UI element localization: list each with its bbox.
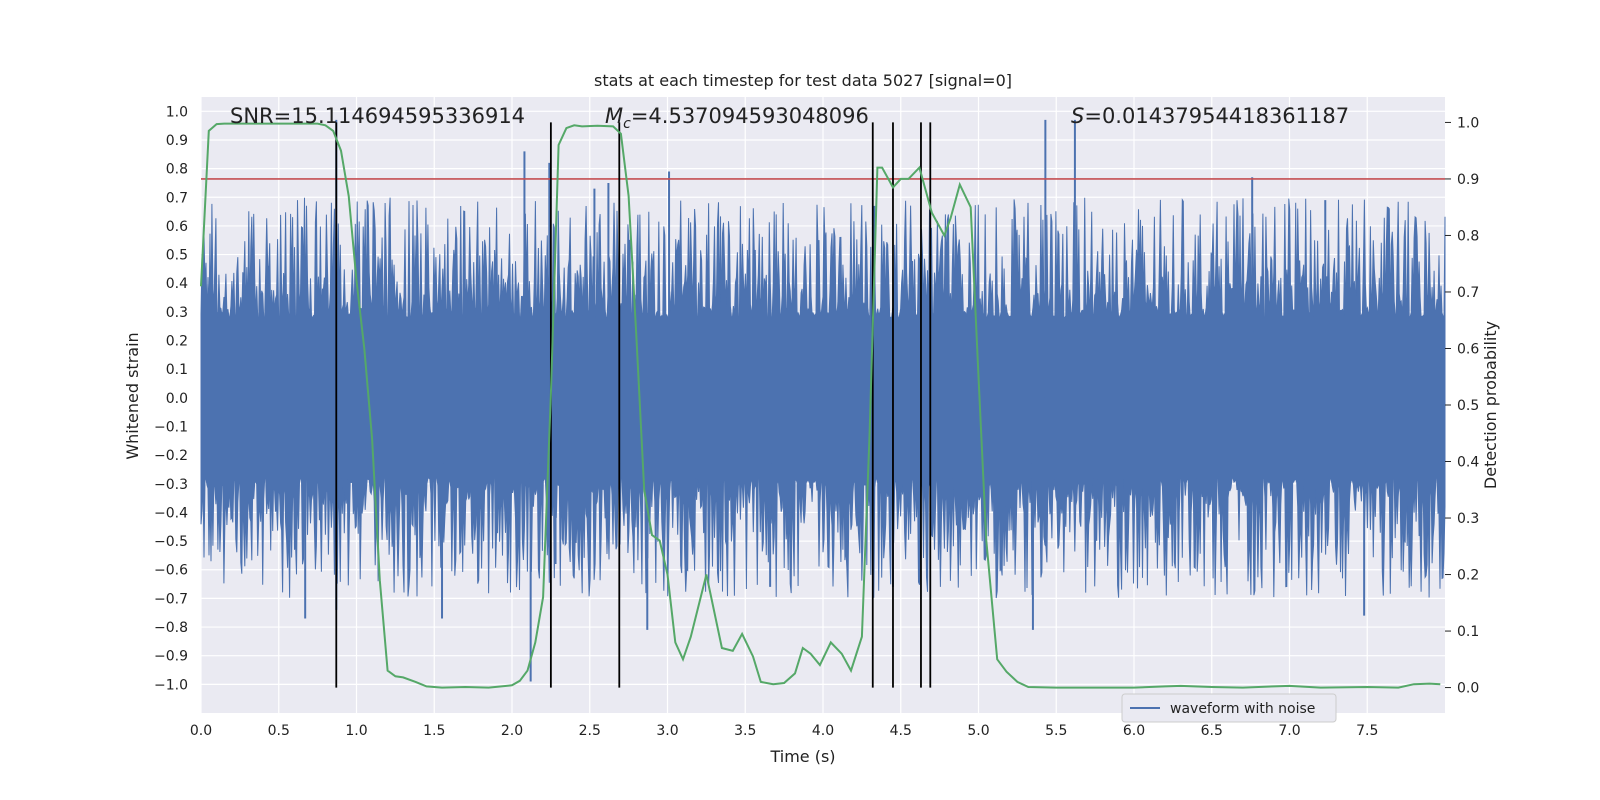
- legend-label: waveform with noise: [1170, 701, 1315, 717]
- y-tick-label: −0.7: [154, 591, 188, 607]
- annotation-mc-subscript: c: [623, 116, 631, 132]
- y2-tick-label: 0.6: [1457, 341, 1479, 357]
- y2-tick-label: 0.3: [1457, 511, 1479, 527]
- annotation-chirp-mass: Mc=4.537094593048096: [605, 104, 869, 132]
- waveform-core: [201, 331, 1445, 464]
- x-tick-label: 6.0: [1123, 723, 1145, 739]
- y-tick-label: 0.5: [166, 248, 188, 264]
- x-tick-label: 6.5: [1201, 723, 1223, 739]
- annotation-s-value: =0.01437954418361187: [1084, 104, 1349, 128]
- vertical-markers: [335, 122, 932, 688]
- x-tick-label: 7.5: [1356, 723, 1378, 739]
- legend: waveform with noise: [1121, 693, 1337, 723]
- x-ticks: 0.0 0.5 1.0 1.5 2.0 2.5 3.0 3.5 4.0 4.5 5.0 5.5 6.0 6…: [190, 723, 1379, 739]
- y2-tick-label: 1.0: [1457, 115, 1479, 131]
- y2-tick-label: 0.7: [1457, 285, 1479, 301]
- y2-ticks: 1.0 0.9 0.8 0.7 0.6 0.5 0.4 0.3 0.2 0.1 0.0: [1445, 115, 1479, 697]
- y-tick-label: 0.3: [166, 305, 188, 321]
- x-tick-label: 7.0: [1278, 723, 1300, 739]
- y2-axis-label: Detection probability: [1481, 321, 1500, 489]
- y-tick-label: 0.9: [166, 133, 188, 149]
- y-tick-label: −0.6: [154, 563, 188, 579]
- y-tick-label: 1.0: [166, 104, 188, 120]
- annotation-s-symbol: S: [1071, 104, 1084, 128]
- x-tick-label: 2.5: [579, 723, 601, 739]
- y-tick-label: −0.4: [154, 505, 188, 521]
- y-ticks: 1.0 0.9 0.8 0.7 0.6 0.5 0.4 0.3 0.2 0.1 0.0 −0.1 −0.…: [154, 104, 188, 693]
- y-axis-label: Whitened strain: [123, 332, 142, 459]
- y-tick-label: 0.0: [166, 391, 188, 407]
- probability-series: [200, 122, 1441, 689]
- legend-box: [1121, 693, 1337, 723]
- x-tick-label: 3.0: [656, 723, 678, 739]
- annotation-s: S=0.01437954418361187: [1071, 104, 1349, 128]
- probability-line: [200, 122, 1441, 689]
- annotation-mc-symbol: M: [605, 104, 623, 128]
- y2-tick-label: 0.9: [1457, 172, 1479, 188]
- x-tick-label: 1.0: [345, 723, 367, 739]
- y-tick-label: 0.8: [166, 162, 188, 178]
- x-tick-label: 4.5: [890, 723, 912, 739]
- y2-tick-label: 0.4: [1457, 455, 1479, 471]
- y-tick-label: −0.1: [154, 419, 188, 435]
- x-tick-label: 5.0: [967, 723, 989, 739]
- x-tick-label: 2.0: [501, 723, 523, 739]
- chart-title: stats at each timestep for test data 502…: [594, 71, 1012, 90]
- y-tick-label: −0.2: [154, 448, 188, 464]
- y-tick-label: −0.9: [154, 649, 188, 665]
- y-tick-label: −1.0: [154, 677, 188, 693]
- y-tick-label: 0.6: [166, 219, 188, 235]
- y2-tick-label: 0.2: [1457, 568, 1479, 584]
- y-tick-label: −0.3: [154, 477, 188, 493]
- waveform-series: [200, 119, 1446, 682]
- y2-tick-label: 0.0: [1457, 681, 1479, 697]
- y-tick-label: −0.8: [154, 620, 188, 636]
- x-tick-label: 3.5: [734, 723, 756, 739]
- annotation-snr: SNR=15.114694595336914: [230, 104, 525, 128]
- y-tick-label: −0.5: [154, 534, 188, 550]
- y-tick-label: 0.7: [166, 190, 188, 206]
- annotation-mc-value: =4.537094593048096: [631, 104, 869, 128]
- x-tick-label: 4.0: [812, 723, 834, 739]
- x-tick-label: 0.0: [190, 723, 212, 739]
- y2-tick-label: 0.1: [1457, 624, 1479, 640]
- y2-tick-label: 0.5: [1457, 398, 1479, 414]
- y-tick-label: 0.4: [166, 276, 188, 292]
- y2-tick-label: 0.8: [1457, 228, 1479, 244]
- x-axis-label: Time (s): [769, 747, 835, 766]
- y-tick-label: 0.1: [166, 362, 188, 378]
- x-tick-label: 1.5: [423, 723, 445, 739]
- y-tick-label: 0.2: [166, 334, 188, 350]
- x-tick-label: 0.5: [268, 723, 290, 739]
- x-tick-label: 5.5: [1045, 723, 1067, 739]
